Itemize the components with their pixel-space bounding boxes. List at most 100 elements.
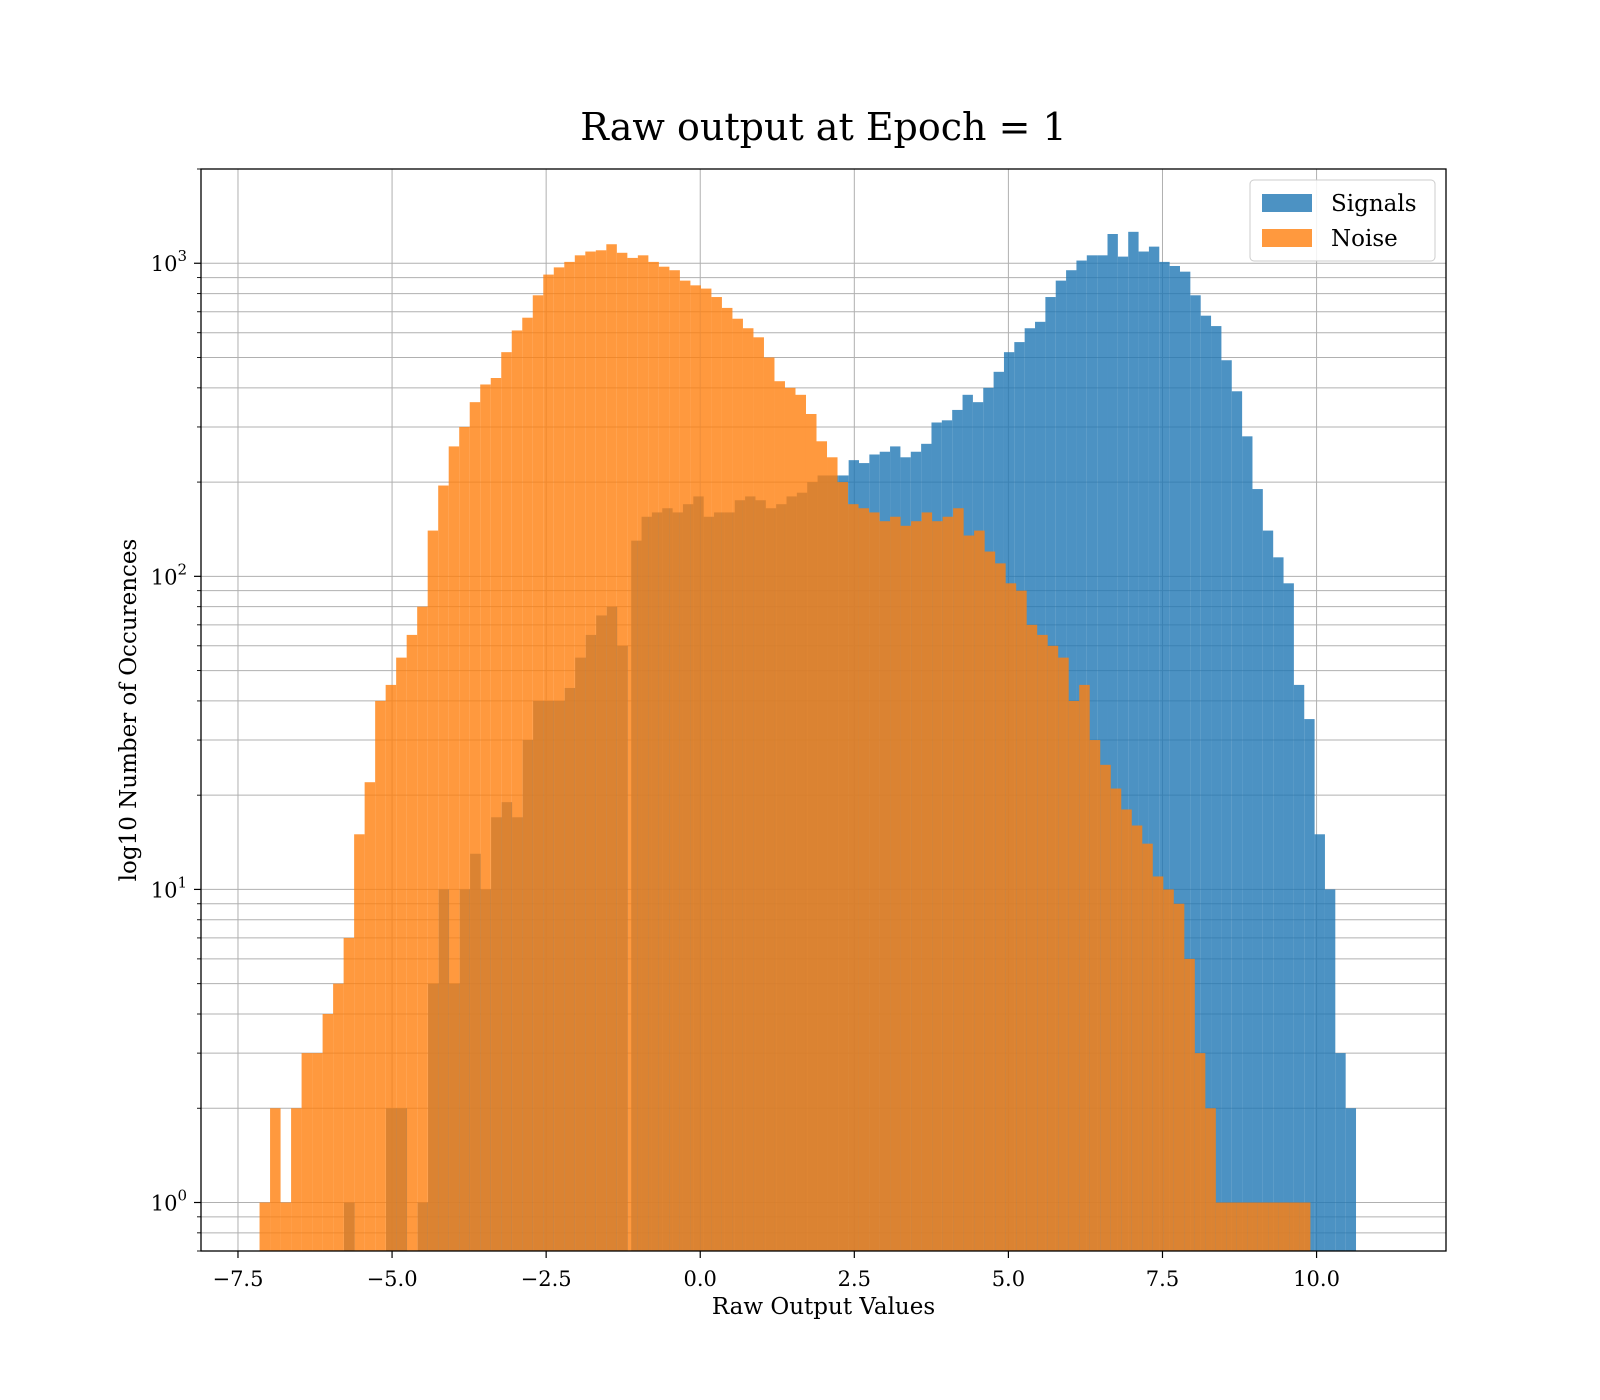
noise-bar (658, 266, 670, 1251)
noise-bar (995, 563, 1006, 1251)
noise-bar (1247, 1202, 1258, 1251)
y-tick-base: 10 (151, 565, 178, 589)
signals-bar (1283, 583, 1294, 1251)
noise-bar (1268, 1202, 1279, 1251)
noise-bar (648, 261, 659, 1251)
noise-bar (848, 504, 859, 1251)
y-tick-base: 10 (151, 252, 178, 276)
signals-bar (1221, 360, 1232, 1251)
noise-bar (1016, 590, 1027, 1251)
noise-bar (742, 328, 754, 1251)
noise-bar (837, 482, 849, 1252)
noise-bar (616, 252, 628, 1252)
noise-bar (459, 426, 470, 1251)
signals-bar (1190, 295, 1201, 1252)
noise-bar (364, 782, 376, 1251)
legend-label: Signals (1331, 191, 1417, 217)
noise-bar (1068, 700, 1080, 1251)
noise-bar (522, 317, 533, 1251)
noise-bar (711, 297, 722, 1251)
noise-bar (1058, 657, 1069, 1251)
noise-bar (1100, 764, 1111, 1251)
signals-bar (1324, 889, 1336, 1251)
noise-bar (690, 285, 701, 1251)
x-tick-label: 10.0 (1293, 1267, 1340, 1291)
signals-bar (1117, 256, 1129, 1251)
x-tick-label: −7.5 (212, 1267, 263, 1291)
y-tick-label: 103 (151, 247, 187, 276)
y-tick-label: 101 (151, 873, 187, 902)
noise-bar (312, 1053, 323, 1251)
noise-bar (974, 530, 985, 1251)
signals-bar (1242, 436, 1253, 1252)
noise-bar (1236, 1202, 1248, 1251)
noise-bar (869, 512, 880, 1251)
noise-bar (942, 516, 954, 1251)
signals-bar (1159, 261, 1170, 1251)
noise-bar (900, 525, 912, 1251)
noise-bar (1110, 788, 1122, 1251)
y-tick-label: 102 (151, 560, 187, 589)
noise-bar (753, 337, 764, 1251)
noise-bar (827, 457, 838, 1251)
noise-bar (1173, 903, 1185, 1251)
noise-bar (1026, 624, 1038, 1251)
bars-layer (259, 231, 1357, 1252)
noise-bar (406, 634, 418, 1251)
noise-bar (784, 387, 796, 1252)
noise-bar (890, 516, 901, 1251)
signals-bar (1252, 489, 1263, 1251)
x-tick-label: −5.0 (367, 1267, 418, 1291)
noise-bar (1037, 634, 1048, 1251)
legend-label: Noise (1331, 226, 1398, 252)
signals-bar (1097, 255, 1108, 1251)
signals-bar (1304, 719, 1315, 1251)
noise-bar (774, 381, 785, 1251)
noise-bar (858, 508, 870, 1251)
noise-bar (721, 307, 733, 1251)
noise-bar (1215, 1202, 1227, 1251)
noise-bar (585, 251, 596, 1251)
noise-bar (553, 267, 565, 1251)
y-tick-exponent: 1 (177, 873, 187, 891)
noise-bar (385, 684, 397, 1251)
y-tick-base: 10 (151, 1192, 178, 1216)
noise-bar (606, 244, 617, 1251)
noise-bar (595, 250, 607, 1251)
signals-bar (1314, 834, 1325, 1251)
noise-bar (1226, 1202, 1237, 1251)
noise-bar (1005, 583, 1017, 1251)
noise-bar (627, 257, 638, 1252)
noise-bar (911, 521, 922, 1251)
noise-bar (280, 1202, 292, 1251)
noise-bar (1121, 809, 1132, 1251)
legend-swatch (1262, 229, 1312, 247)
noise-bar (564, 261, 575, 1251)
noise-bar (984, 551, 996, 1251)
noise-bar (343, 937, 355, 1251)
chart-title: Raw output at Epoch = 1 (580, 105, 1066, 149)
noise-bar (932, 521, 943, 1251)
noise-bar (438, 485, 449, 1251)
noise-bar (322, 1014, 334, 1251)
noise-bar (291, 1108, 302, 1251)
signals-bar (1179, 271, 1191, 1251)
signals-bar (1138, 251, 1149, 1251)
noise-bar (333, 983, 344, 1251)
noise-bar (1131, 825, 1143, 1251)
legend: Signals Noise (1249, 179, 1436, 262)
noise-bar (396, 657, 407, 1251)
noise-bar (1257, 1202, 1269, 1251)
noise-bar (501, 352, 512, 1252)
noise-bar (763, 357, 775, 1252)
plot-frame (200, 168, 1447, 1252)
noise-bar (1278, 1202, 1290, 1251)
noise-bar (1289, 1202, 1300, 1251)
noise-bar (448, 446, 460, 1252)
noise-bar (679, 280, 691, 1251)
noise-bar (669, 270, 680, 1251)
x-axis-label: Raw Output Values (712, 1294, 935, 1320)
